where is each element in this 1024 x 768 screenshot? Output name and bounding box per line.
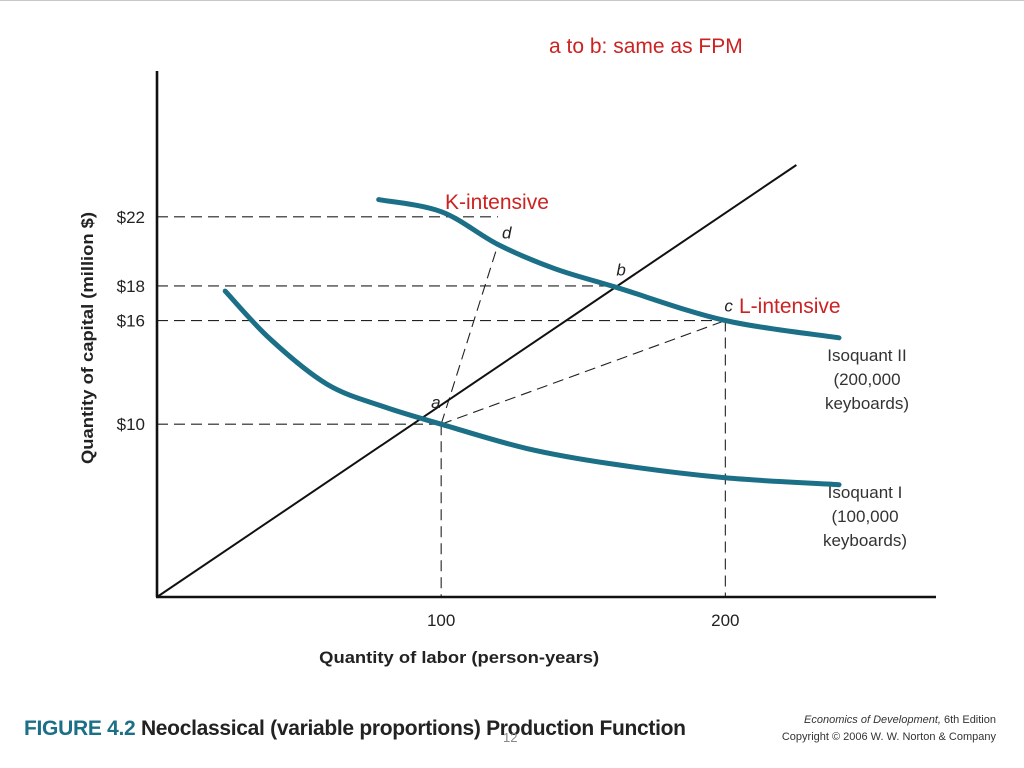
- point-label-c: c: [724, 297, 733, 316]
- ray-a-c: [440, 320, 726, 425]
- expansion-path-line: [156, 164, 797, 598]
- book-title: Economics of Development,: [804, 714, 941, 726]
- top-rule: [0, 0, 1024, 1]
- k-intensive-label: K-intensive: [445, 191, 549, 214]
- point-label-b: b: [616, 261, 625, 280]
- publisher-credit: Economics of Development, 6th Edition Co…: [782, 712, 996, 746]
- isoquant-i-label-line-1: Isoquant I: [828, 483, 903, 502]
- figure-caption: FIGURE 4.2 Neoclassical (variable propor…: [24, 718, 686, 739]
- l-intensive-label: L-intensive: [739, 295, 841, 318]
- copyright-line: Copyright © 2006 W. W. Norton & Company: [781, 731, 996, 743]
- slide-number: 12: [503, 730, 518, 745]
- isoquant-i-curve: [222, 288, 842, 488]
- isoquant-i-label-line-3: keyboards): [823, 531, 907, 550]
- y-tick-label-10: $10: [117, 415, 145, 434]
- x-tick-label-100: 100: [427, 611, 455, 630]
- y-axis-title: Quantity of capital (million $): [78, 212, 97, 464]
- x-axis-title: Quantity of labor (person-years): [319, 648, 599, 667]
- y-tick-label-22: $22: [117, 208, 145, 227]
- isoquant-ii-label-line-2: (200,000: [833, 370, 900, 389]
- point-label-a: a: [431, 393, 440, 412]
- ray-a-d: [440, 244, 499, 425]
- top-note: a to b: same as FPM: [549, 35, 743, 58]
- isoquant-ii-label-line-1: Isoquant II: [827, 346, 906, 365]
- book-edition: 6th Edition: [940, 714, 996, 726]
- figure-title: Neoclassical (variable proportions) Prod…: [140, 717, 686, 740]
- y-tick-label-18: $18: [117, 277, 145, 296]
- y-tick-label-16: $16: [117, 312, 145, 331]
- isoquant-ii-label-line-3: keyboards): [825, 394, 909, 413]
- figure-word: FIGURE: [24, 717, 102, 740]
- figure-number: 4.2: [107, 717, 136, 740]
- isoquant-ii-curve: [376, 197, 842, 341]
- x-tick-label-200: 200: [711, 611, 739, 630]
- isoquant-i-label-line-2: (100,000: [831, 507, 898, 526]
- point-label-d: d: [502, 223, 512, 242]
